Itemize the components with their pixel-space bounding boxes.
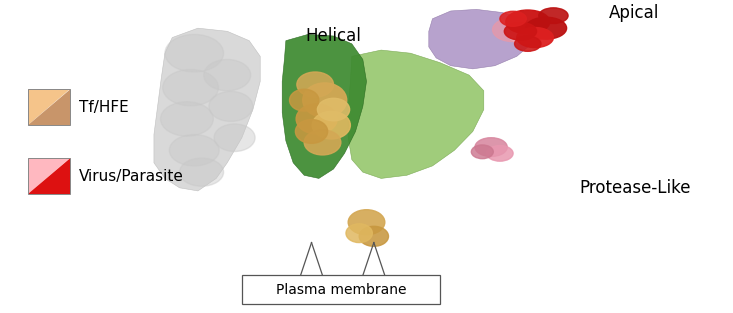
- Ellipse shape: [290, 89, 319, 111]
- Ellipse shape: [517, 28, 553, 48]
- Polygon shape: [429, 9, 535, 69]
- Ellipse shape: [526, 17, 567, 39]
- Ellipse shape: [180, 158, 224, 186]
- Ellipse shape: [348, 210, 385, 235]
- Ellipse shape: [504, 23, 537, 40]
- Ellipse shape: [161, 102, 213, 136]
- Polygon shape: [28, 89, 70, 125]
- Ellipse shape: [303, 83, 347, 117]
- Ellipse shape: [317, 98, 350, 121]
- Polygon shape: [28, 158, 70, 194]
- Ellipse shape: [165, 34, 224, 72]
- Ellipse shape: [359, 226, 388, 246]
- Ellipse shape: [487, 146, 513, 161]
- Ellipse shape: [295, 120, 328, 143]
- Ellipse shape: [346, 224, 372, 243]
- Ellipse shape: [493, 18, 534, 42]
- Ellipse shape: [539, 8, 568, 23]
- Ellipse shape: [515, 36, 541, 51]
- Ellipse shape: [214, 124, 255, 151]
- Text: Tf/HFE: Tf/HFE: [79, 100, 129, 115]
- Ellipse shape: [163, 69, 218, 106]
- Text: Apical: Apical: [608, 3, 659, 22]
- Ellipse shape: [204, 59, 251, 91]
- Polygon shape: [282, 34, 366, 178]
- Ellipse shape: [209, 91, 253, 121]
- Ellipse shape: [507, 22, 545, 44]
- Text: Virus/Parasite: Virus/Parasite: [79, 169, 184, 183]
- Ellipse shape: [500, 11, 526, 26]
- Ellipse shape: [297, 72, 334, 97]
- Ellipse shape: [475, 138, 507, 156]
- Polygon shape: [28, 89, 70, 125]
- Text: Plasma membrane: Plasma membrane: [276, 283, 406, 296]
- Polygon shape: [154, 28, 260, 191]
- Ellipse shape: [304, 130, 341, 155]
- Text: Protease-Like: Protease-Like: [579, 179, 690, 197]
- Ellipse shape: [312, 111, 350, 139]
- Ellipse shape: [506, 10, 550, 34]
- Text: Helical: Helical: [306, 27, 361, 45]
- Ellipse shape: [169, 135, 219, 166]
- Ellipse shape: [471, 145, 493, 159]
- Ellipse shape: [296, 104, 337, 134]
- FancyBboxPatch shape: [242, 275, 440, 304]
- Polygon shape: [348, 50, 484, 178]
- Polygon shape: [28, 158, 70, 194]
